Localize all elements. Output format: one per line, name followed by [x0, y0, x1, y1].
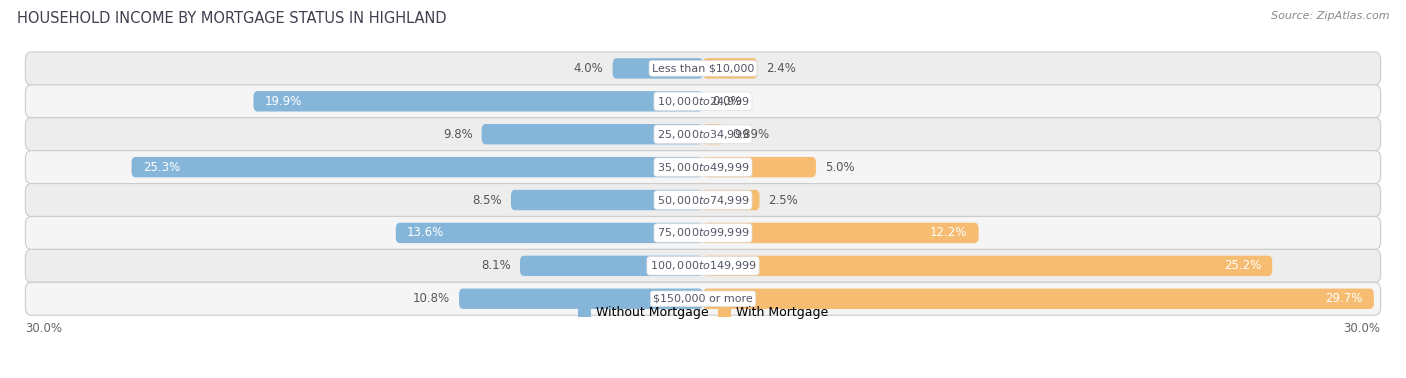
Text: 25.3%: 25.3%	[143, 161, 180, 174]
FancyBboxPatch shape	[703, 58, 758, 79]
Text: 0.89%: 0.89%	[733, 128, 769, 141]
FancyBboxPatch shape	[25, 151, 1381, 184]
Text: $10,000 to $24,999: $10,000 to $24,999	[657, 95, 749, 108]
Text: Less than $10,000: Less than $10,000	[652, 64, 754, 73]
Text: 30.0%: 30.0%	[25, 322, 62, 335]
FancyBboxPatch shape	[482, 124, 703, 144]
Text: $150,000 or more: $150,000 or more	[654, 294, 752, 304]
FancyBboxPatch shape	[396, 223, 703, 243]
Text: 0.0%: 0.0%	[711, 95, 741, 108]
FancyBboxPatch shape	[703, 124, 723, 144]
FancyBboxPatch shape	[520, 256, 703, 276]
Text: 25.2%: 25.2%	[1223, 259, 1261, 272]
Text: 13.6%: 13.6%	[408, 226, 444, 239]
FancyBboxPatch shape	[25, 282, 1381, 315]
Text: $100,000 to $149,999: $100,000 to $149,999	[650, 259, 756, 272]
Text: $25,000 to $34,999: $25,000 to $34,999	[657, 128, 749, 141]
FancyBboxPatch shape	[703, 190, 759, 210]
Text: 5.0%: 5.0%	[825, 161, 855, 174]
Text: 9.8%: 9.8%	[443, 128, 472, 141]
FancyBboxPatch shape	[458, 288, 703, 309]
Legend: Without Mortgage, With Mortgage: Without Mortgage, With Mortgage	[574, 301, 832, 324]
FancyBboxPatch shape	[25, 118, 1381, 151]
Text: $75,000 to $99,999: $75,000 to $99,999	[657, 226, 749, 239]
Text: 12.2%: 12.2%	[929, 226, 967, 239]
FancyBboxPatch shape	[703, 223, 979, 243]
Text: 8.1%: 8.1%	[481, 259, 510, 272]
FancyBboxPatch shape	[253, 91, 703, 112]
FancyBboxPatch shape	[25, 52, 1381, 85]
Text: 2.4%: 2.4%	[766, 62, 796, 75]
FancyBboxPatch shape	[703, 256, 1272, 276]
Text: $50,000 to $74,999: $50,000 to $74,999	[657, 194, 749, 206]
FancyBboxPatch shape	[25, 85, 1381, 118]
Text: 30.0%: 30.0%	[1344, 322, 1381, 335]
Text: 10.8%: 10.8%	[413, 292, 450, 305]
FancyBboxPatch shape	[25, 184, 1381, 217]
Text: 29.7%: 29.7%	[1326, 292, 1362, 305]
FancyBboxPatch shape	[25, 249, 1381, 282]
Text: 2.5%: 2.5%	[769, 194, 799, 206]
FancyBboxPatch shape	[703, 157, 815, 177]
Text: 8.5%: 8.5%	[472, 194, 502, 206]
Text: 4.0%: 4.0%	[574, 62, 603, 75]
Text: $35,000 to $49,999: $35,000 to $49,999	[657, 161, 749, 174]
Text: HOUSEHOLD INCOME BY MORTGAGE STATUS IN HIGHLAND: HOUSEHOLD INCOME BY MORTGAGE STATUS IN H…	[17, 11, 447, 26]
FancyBboxPatch shape	[703, 288, 1374, 309]
FancyBboxPatch shape	[613, 58, 703, 79]
FancyBboxPatch shape	[510, 190, 703, 210]
FancyBboxPatch shape	[25, 217, 1381, 249]
FancyBboxPatch shape	[132, 157, 703, 177]
Text: 19.9%: 19.9%	[264, 95, 302, 108]
Text: Source: ZipAtlas.com: Source: ZipAtlas.com	[1271, 11, 1389, 21]
